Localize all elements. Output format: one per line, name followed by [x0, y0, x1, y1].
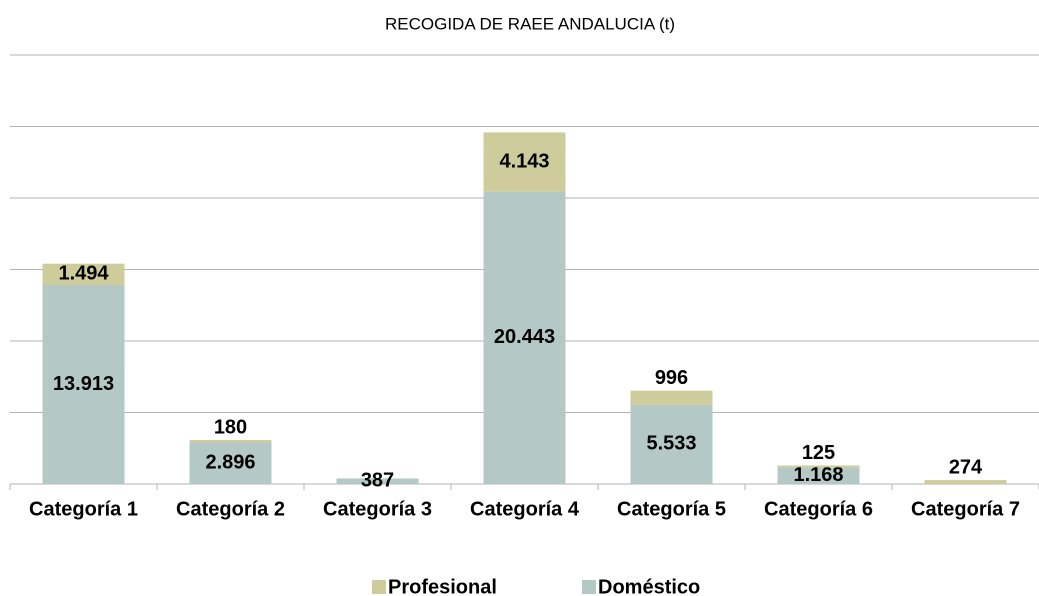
- chart-title: RECOGIDA DE RAEE ANDALUCIA (t): [385, 14, 675, 33]
- data-label: 20.443: [494, 326, 555, 348]
- data-label: 125: [802, 442, 835, 464]
- legend-swatch: [582, 580, 596, 594]
- data-label: 13.913: [53, 373, 114, 395]
- x-tick-label: Categoría 6: [764, 498, 873, 520]
- data-label: 4.143: [499, 150, 549, 172]
- data-label: 2.896: [205, 452, 255, 474]
- x-tick-label: Categoría 5: [617, 498, 726, 520]
- bar-segment: [483, 132, 566, 192]
- data-label: 1.494: [58, 263, 109, 285]
- bar-segment: [777, 465, 860, 468]
- x-tick-label: Categoría 3: [323, 498, 432, 520]
- bar-segment: [189, 442, 272, 484]
- x-tick-label: Categoría 2: [176, 498, 285, 520]
- legend-label: Profesional: [388, 576, 497, 596]
- bar-segment: [336, 478, 419, 484]
- data-label: 996: [655, 367, 688, 389]
- data-label: 5.533: [646, 433, 696, 455]
- bar-segment: [483, 191, 566, 484]
- legend-swatch: [372, 580, 386, 594]
- data-label: 387: [361, 470, 394, 492]
- x-tick-label: Categoría 1: [29, 498, 138, 520]
- legend-label: Doméstico: [598, 576, 700, 596]
- bar-segment: [924, 480, 1007, 484]
- data-label: 274: [949, 456, 983, 478]
- data-label: 1.168: [793, 464, 843, 486]
- data-label: 180: [214, 416, 247, 438]
- x-tick-label: Categoría 7: [911, 498, 1020, 520]
- bar-segment: [42, 285, 125, 484]
- bar-segment: [777, 467, 860, 484]
- bar-segment: [630, 404, 713, 484]
- x-tick-label: Categoría 4: [470, 498, 580, 520]
- bar-segment: [189, 440, 272, 443]
- bar-segment: [630, 390, 713, 405]
- bar-segment: [42, 263, 125, 286]
